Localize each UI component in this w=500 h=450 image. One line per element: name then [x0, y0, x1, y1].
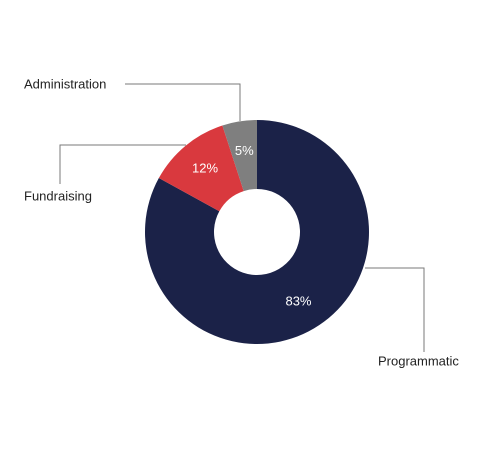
category-label-fundraising: Fundraising	[24, 188, 92, 203]
leader-line-programmatic	[365, 267, 425, 352]
category-label-administration: Administration	[24, 76, 106, 91]
slices-layer	[145, 120, 369, 345]
labels-layer: 83% Programmatic 12% Fundraising 5% Administr…	[24, 76, 459, 368]
slice-fundraising	[158, 125, 244, 212]
leader-line-fundraising	[59, 144, 186, 184]
leader-line-administration	[125, 83, 241, 121]
slice-value-label-fundraising: 12%	[192, 161, 218, 176]
slice-administration	[222, 120, 257, 192]
slice-programmatic	[145, 120, 369, 345]
slice-value-label-administration: 5%	[235, 143, 254, 158]
category-label-programmatic: Programmatic	[378, 353, 459, 368]
slice-value-label-programmatic: 83%	[285, 294, 311, 309]
leader-lines-layer	[59, 83, 425, 352]
